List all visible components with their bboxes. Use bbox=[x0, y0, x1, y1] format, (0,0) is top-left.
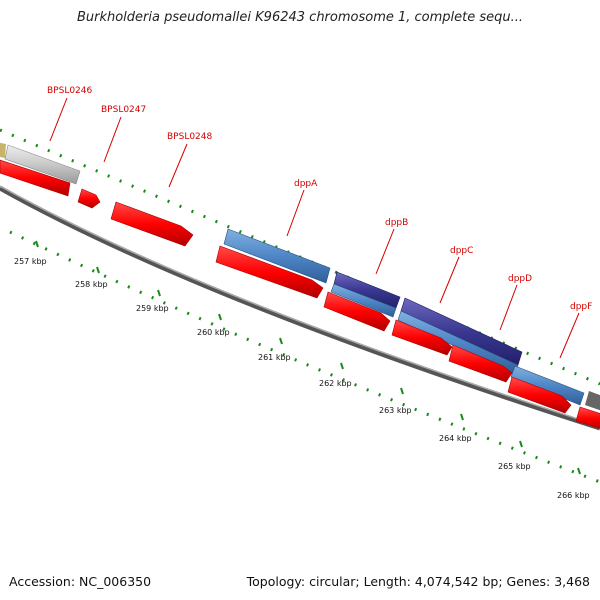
gene-cds-dppf[interactable] bbox=[507, 376, 572, 414]
gene-label[interactable]: BPSL0247 bbox=[101, 105, 146, 115]
gene-feature-dppf[interactable] bbox=[510, 365, 585, 406]
gene-label[interactable]: dppF bbox=[570, 302, 592, 312]
gene-label[interactable]: dppD bbox=[508, 274, 532, 284]
topology-text: Topology: circular; Length: 4,074,542 bp… bbox=[246, 574, 590, 589]
gene-cds-dppd[interactable] bbox=[448, 344, 513, 383]
gene-feature-dppa[interactable] bbox=[223, 228, 331, 284]
gene-cds-bpsl0248[interactable] bbox=[110, 201, 194, 247]
gene-label[interactable]: BPSL0248 bbox=[167, 132, 213, 142]
tick-label: 266 kbp bbox=[557, 491, 590, 500]
gene-feature-partial[interactable] bbox=[0, 142, 6, 158]
gene-label[interactable]: BPSL0246 bbox=[47, 86, 93, 96]
gene-label[interactable]: dppC bbox=[450, 246, 473, 256]
gene-features[interactable] bbox=[0, 142, 600, 430]
page-title: Burkholderia pseudomallei K96243 chromos… bbox=[76, 10, 524, 25]
gene-cds[interactable] bbox=[0, 159, 71, 197]
gene-feature-bpsl0246[interactable] bbox=[4, 144, 81, 185]
gene-cds-dppb[interactable] bbox=[323, 291, 391, 332]
tick-label: 257 kbp bbox=[14, 257, 47, 266]
accession-text: Accession: NC_006350 bbox=[9, 574, 152, 589]
tick-label: 259 kbp bbox=[136, 304, 169, 313]
tick-label: 262 kbp bbox=[319, 379, 352, 388]
gene-cds-partial-right[interactable] bbox=[575, 406, 600, 430]
tick-label: 264 kbp bbox=[439, 434, 472, 443]
backbone-ring bbox=[0, 185, 600, 431]
tick-label: 260 kbp bbox=[197, 328, 230, 337]
gene-cds-dppa[interactable] bbox=[215, 245, 324, 299]
gene-cds-dppc[interactable] bbox=[391, 319, 453, 356]
gene-label[interactable]: dppB bbox=[385, 218, 408, 228]
tick-label: 265 kbp bbox=[498, 462, 531, 471]
tick-label: 261 kbp bbox=[258, 353, 291, 362]
gene-label[interactable]: dppA bbox=[294, 179, 318, 189]
tick-labels: 257 kbp 258 kbp 259 kbp 260 kbp 261 kbp … bbox=[14, 257, 590, 500]
tick-label: 263 kbp bbox=[379, 406, 412, 415]
tick-label: 258 kbp bbox=[75, 280, 108, 289]
gene-leader-lines bbox=[49, 97, 580, 359]
inner-tick-ring bbox=[9, 230, 600, 484]
gene-feature-partial-right[interactable] bbox=[585, 391, 600, 412]
gene-cds-bpsl0247[interactable] bbox=[77, 188, 101, 209]
gene-labels: BPSL0246 BPSL0247 BPSL0248 dppA dppB dpp… bbox=[47, 86, 592, 312]
gene-feature-dppb-lower[interactable] bbox=[330, 283, 397, 318]
